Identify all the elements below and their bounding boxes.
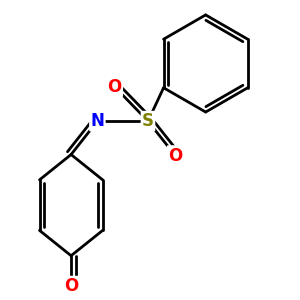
Text: N: N	[91, 112, 104, 130]
Text: O: O	[107, 78, 122, 96]
Text: S: S	[142, 112, 154, 130]
Text: O: O	[168, 147, 182, 165]
Text: O: O	[64, 277, 78, 295]
